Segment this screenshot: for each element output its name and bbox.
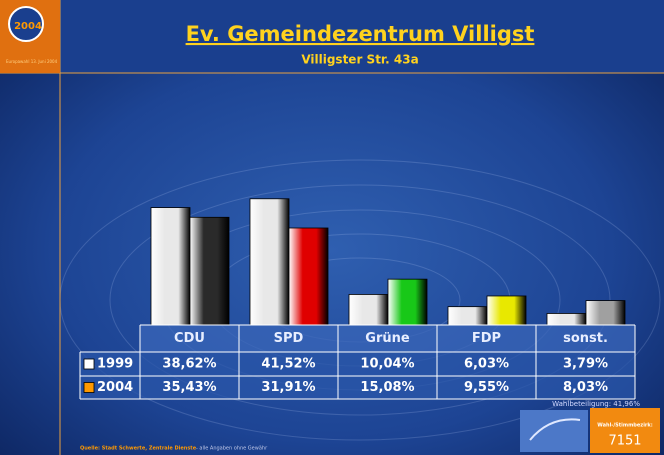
legend-label: 2004 — [97, 380, 133, 395]
value-label: 31,91% — [261, 380, 315, 395]
value-label: 10,04% — [360, 357, 414, 372]
value-label: 3,79% — [563, 357, 608, 372]
emblem-arc — [529, 418, 581, 441]
value-label: 8,03% — [563, 380, 608, 395]
value-label: 35,43% — [162, 380, 216, 395]
bar — [189, 216, 230, 326]
source-note: - alle Angaben ohne Gewähr — [196, 446, 268, 452]
bar — [387, 278, 428, 326]
bar — [150, 207, 191, 326]
chart-title: Ev. Gemeindezentrum Villigst — [186, 22, 535, 46]
value-label: 9,55% — [464, 380, 509, 395]
bar — [447, 306, 488, 326]
value-label: 6,03% — [464, 357, 509, 372]
bar — [249, 198, 290, 326]
emblem — [520, 410, 588, 452]
bar — [486, 295, 527, 326]
category-label: CDU — [174, 331, 205, 346]
bar — [546, 313, 587, 326]
category-label: SPD — [274, 331, 304, 346]
logo-caption: Europawahl 13. Juni 2004 — [6, 59, 58, 64]
turnout: Wahlbeteiligung: 41,96% — [552, 400, 640, 408]
district: 7151 — [608, 434, 641, 449]
district-box — [590, 408, 660, 453]
category-label: FDP — [472, 331, 501, 346]
logo-text: 2004 — [14, 21, 42, 32]
source: Quelle: Stadt Schwerte, Zentrale Dienste — [80, 446, 197, 452]
category-label: sonst. — [563, 331, 608, 346]
table-header-bg — [140, 325, 635, 352]
category-label: Grüne — [365, 331, 410, 346]
district-label: Wahl-/Stimmbezirk: — [597, 423, 652, 429]
logo-circle — [8, 6, 44, 42]
bar — [288, 227, 329, 326]
legend-label: 1999 — [97, 357, 133, 372]
value-label: 15,08% — [360, 380, 414, 395]
header-band — [0, 0, 664, 73]
chart-subtitle: Villigster Str. 43a — [301, 53, 418, 67]
legend-swatch — [83, 382, 95, 393]
bar — [348, 294, 389, 326]
value-label: 41,52% — [261, 357, 315, 372]
bar — [585, 300, 626, 326]
legend-swatch — [83, 358, 95, 370]
value-label: 38,62% — [162, 357, 216, 372]
